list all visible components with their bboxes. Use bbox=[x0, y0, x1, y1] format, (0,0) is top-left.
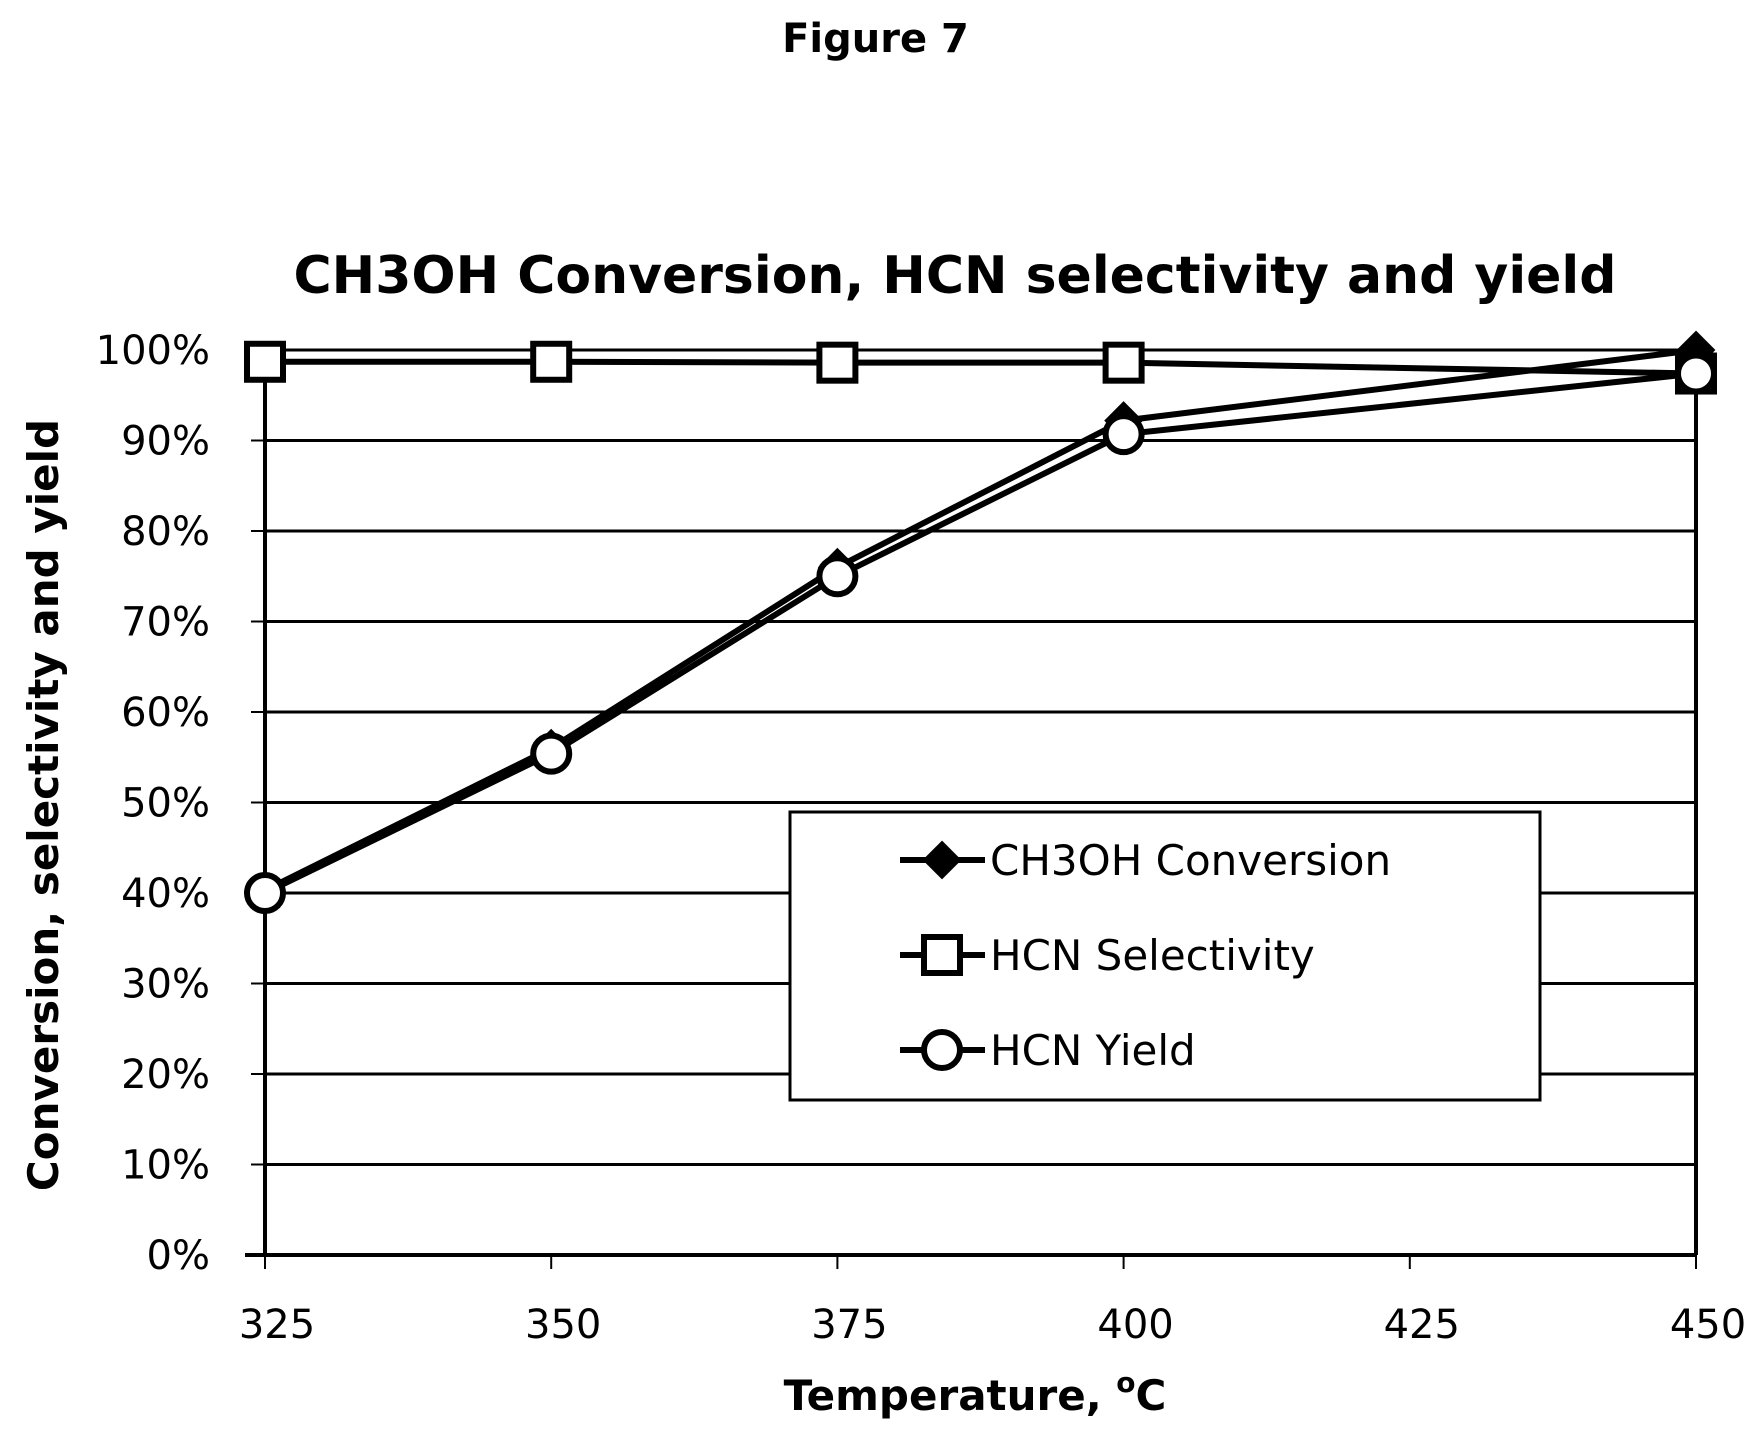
x-axis-label-text: Temperature, bbox=[784, 1371, 1117, 1420]
y-tick-label: 80% bbox=[121, 509, 210, 555]
x-tick-label: 350 bbox=[525, 1302, 601, 1348]
y-axis-ticks: 0% 10% 20% 30% 40% 50% 60% 70% 80% 90% 100% bbox=[96, 328, 265, 1279]
x-axis-label-superscript: o bbox=[1116, 1366, 1135, 1399]
legend-marker-square bbox=[921, 934, 963, 976]
figure-caption: Figure 7 bbox=[782, 16, 969, 62]
x-tick-label: 325 bbox=[239, 1302, 315, 1348]
x-tick-label: 425 bbox=[1384, 1302, 1460, 1348]
y-axis-label: Conversion, selectivity and yield bbox=[19, 419, 68, 1191]
y-tick-label: 0% bbox=[147, 1233, 210, 1279]
data-point-square bbox=[530, 340, 573, 383]
y-tick-label: 40% bbox=[121, 871, 210, 917]
legend-label: HCN Yield bbox=[990, 1026, 1196, 1075]
data-point-circle bbox=[244, 872, 286, 914]
x-axis-label-unit: C bbox=[1136, 1371, 1167, 1420]
y-tick-label: 70% bbox=[121, 600, 210, 646]
y-tick-label: 10% bbox=[121, 1143, 210, 1189]
chart-title: CH3OH Conversion, HCN selectivity and yi… bbox=[294, 246, 1617, 306]
y-tick-label: 50% bbox=[121, 781, 210, 827]
data-point-circle bbox=[816, 555, 859, 598]
series-line-square bbox=[265, 358, 1697, 377]
plot-frame bbox=[245, 350, 1698, 1257]
x-axis-label: Temperature, oC bbox=[784, 1366, 1167, 1420]
legend-label: HCN Selectivity bbox=[990, 931, 1315, 980]
data-point-circle bbox=[1675, 352, 1717, 395]
legend: CH3OH Conversion HCN Selectivity HCN Yield bbox=[788, 810, 1542, 1102]
x-tick-label: 450 bbox=[1670, 1302, 1746, 1348]
data-point-square bbox=[1102, 341, 1145, 384]
data-point-circle bbox=[1102, 413, 1145, 456]
legend-marker-diamond bbox=[922, 840, 962, 880]
x-axis-ticks: 325 350 375 400 425 450 bbox=[239, 1255, 1746, 1348]
x-tick-label: 375 bbox=[811, 1302, 887, 1348]
data-point-square bbox=[244, 340, 286, 383]
legend-label: CH3OH Conversion bbox=[990, 836, 1391, 885]
data-point-square bbox=[816, 341, 859, 384]
series-layer bbox=[244, 330, 1717, 914]
legend-marker-circle bbox=[921, 1029, 963, 1071]
y-tick-label: 90% bbox=[121, 419, 210, 465]
y-tick-label: 20% bbox=[121, 1052, 210, 1098]
x-tick-label: 400 bbox=[1097, 1302, 1173, 1348]
data-point-circle bbox=[530, 732, 573, 775]
y-tick-label: 30% bbox=[121, 962, 210, 1008]
y-tick-label: 100% bbox=[96, 328, 210, 374]
y-tick-label: 60% bbox=[121, 690, 210, 736]
